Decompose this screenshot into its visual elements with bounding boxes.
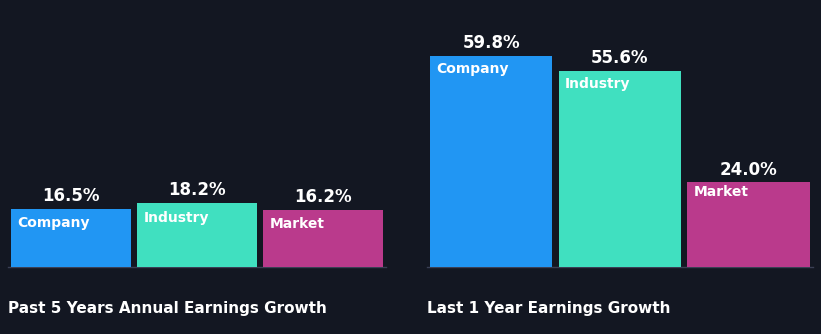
Text: 55.6%: 55.6% bbox=[591, 49, 649, 67]
Bar bbox=[263, 210, 383, 267]
Text: 59.8%: 59.8% bbox=[462, 34, 520, 52]
Text: Company: Company bbox=[18, 216, 90, 230]
Bar bbox=[137, 203, 257, 267]
Bar bbox=[687, 182, 810, 267]
Text: 18.2%: 18.2% bbox=[168, 181, 226, 199]
Text: Market: Market bbox=[269, 217, 324, 231]
Text: 24.0%: 24.0% bbox=[719, 161, 777, 179]
Text: 16.2%: 16.2% bbox=[294, 188, 351, 206]
Text: Market: Market bbox=[694, 185, 749, 199]
Text: Industry: Industry bbox=[144, 211, 209, 225]
Text: Last 1 Year Earnings Growth: Last 1 Year Earnings Growth bbox=[427, 301, 671, 316]
Text: 16.5%: 16.5% bbox=[43, 187, 100, 205]
Bar bbox=[559, 71, 681, 267]
Bar bbox=[11, 209, 131, 267]
Text: Past 5 Years Annual Earnings Growth: Past 5 Years Annual Earnings Growth bbox=[8, 301, 327, 316]
Text: Industry: Industry bbox=[565, 77, 631, 91]
Text: Company: Company bbox=[437, 62, 509, 76]
Bar bbox=[430, 56, 553, 267]
